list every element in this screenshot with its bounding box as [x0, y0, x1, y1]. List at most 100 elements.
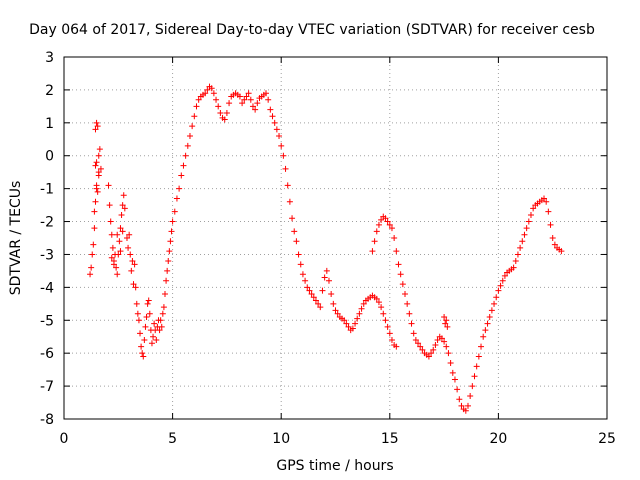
data-point [262, 90, 269, 97]
data-point [530, 205, 537, 212]
data-point [388, 225, 395, 232]
data-point [131, 261, 138, 268]
data-point [449, 369, 456, 376]
data-point [551, 241, 558, 248]
data-point [117, 225, 124, 232]
data-point [343, 320, 350, 327]
data-point [245, 90, 252, 97]
data-point [95, 172, 102, 179]
data-point [116, 238, 123, 245]
y-tick-label: -3 [40, 247, 54, 263]
data-point [382, 317, 389, 324]
data-point [447, 360, 454, 367]
data-point [157, 317, 164, 324]
data-point [184, 142, 191, 149]
data-point [133, 300, 140, 307]
data-point [482, 327, 489, 334]
grid-lines [64, 57, 607, 419]
x-tick-label: 10 [272, 431, 290, 447]
data-point [167, 238, 174, 245]
data-point [89, 251, 96, 258]
data-point [517, 244, 524, 251]
data-point [127, 251, 134, 258]
data-point [541, 195, 548, 202]
data-point [549, 235, 556, 241]
data-point [128, 267, 135, 274]
data-point [171, 208, 178, 215]
data-point [306, 287, 313, 294]
data-point [525, 218, 532, 225]
x-tick-label: 20 [489, 431, 507, 447]
data-point [87, 271, 94, 278]
data-point [512, 258, 519, 265]
y-axis-label: SDTVAR / TECUs [8, 181, 24, 296]
data-point [94, 123, 101, 130]
data-point [360, 300, 367, 307]
data-point [121, 205, 128, 212]
data-point [434, 337, 441, 344]
data-point [226, 100, 233, 107]
data-point [278, 142, 285, 149]
data-point [373, 295, 380, 302]
x-tick-label: 5 [168, 431, 177, 447]
data-point [135, 317, 142, 324]
data-point [284, 182, 291, 189]
data-point [523, 225, 530, 232]
data-point [113, 264, 120, 271]
data-point [236, 93, 243, 100]
data-point [161, 290, 168, 297]
data-point [558, 248, 565, 255]
data-point [545, 208, 552, 215]
data-point [464, 402, 471, 409]
data-point [291, 228, 298, 235]
data-point [125, 244, 132, 251]
data-point [117, 248, 124, 255]
data-point [129, 258, 136, 265]
data-point [223, 109, 230, 116]
y-tick-label: 0 [45, 149, 54, 165]
data-point [138, 343, 145, 350]
data-point [491, 300, 498, 307]
data-point [115, 251, 122, 258]
data-point [282, 165, 289, 172]
y-tick-label: -8 [40, 412, 54, 428]
data-point [328, 290, 335, 297]
data-point [95, 152, 102, 159]
data-point [90, 241, 97, 248]
data-point [247, 96, 254, 103]
data-point [382, 215, 389, 222]
data-point [168, 228, 175, 235]
data-points [87, 83, 565, 414]
data-point [478, 343, 485, 350]
data-point [160, 304, 167, 311]
data-point [493, 294, 500, 301]
data-point [467, 392, 474, 399]
data-point [293, 238, 300, 245]
data-point [501, 272, 508, 279]
data-point [180, 162, 187, 169]
data-point [438, 335, 445, 342]
data-point [441, 313, 448, 320]
data-point [497, 282, 504, 289]
data-point [126, 231, 133, 238]
data-point [410, 330, 417, 337]
data-point [345, 323, 352, 330]
data-point [444, 323, 451, 330]
data-point [178, 172, 185, 179]
data-point [88, 264, 95, 271]
x-axis-label: GPS time / hours [276, 458, 393, 474]
data-point [480, 333, 487, 340]
y-tick-label: -5 [40, 313, 54, 329]
data-point [239, 100, 246, 107]
data-point [159, 310, 166, 317]
data-point [354, 315, 361, 322]
data-point [150, 333, 157, 340]
data-point [92, 162, 99, 169]
data-point [120, 192, 127, 199]
data-point [373, 228, 380, 235]
data-point [425, 353, 432, 360]
data-point [134, 310, 141, 317]
data-point [221, 116, 228, 123]
data-point [114, 271, 121, 278]
data-point [119, 228, 126, 235]
